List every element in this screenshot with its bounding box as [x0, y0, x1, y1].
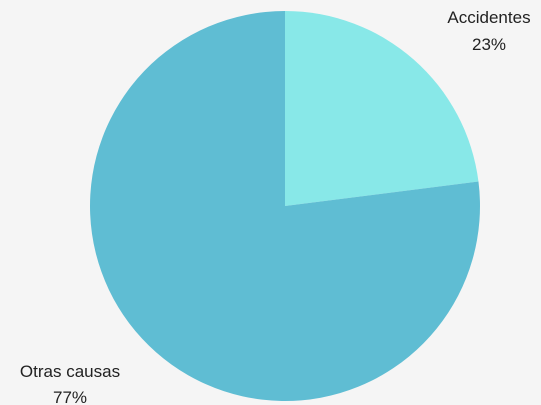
pie-slice-accidentes [285, 11, 479, 206]
slice-label-otras-causas: Otras causas [20, 362, 120, 381]
pie-slice-otras-causas [89, 11, 480, 401]
slices-layer [89, 11, 480, 401]
slice-percent-otras-causas: 77% [53, 388, 87, 405]
slice-label-accidentes: Accidentes [447, 8, 530, 27]
labels-layer: Accidentes 23% Otras causas 77% [20, 8, 531, 405]
slice-percent-accidentes: 23% [472, 35, 506, 54]
